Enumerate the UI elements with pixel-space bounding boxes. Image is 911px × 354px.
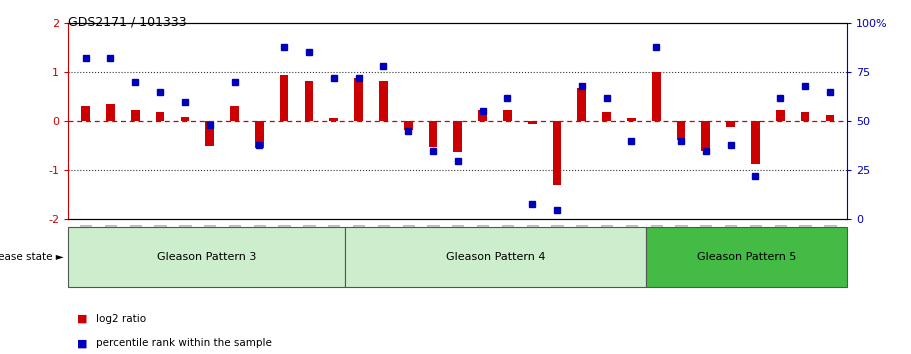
- Bar: [578, 88, 586, 121]
- Bar: [344, 227, 646, 287]
- Text: Gleason Pattern 5: Gleason Pattern 5: [697, 252, 796, 262]
- Bar: [825, 115, 834, 121]
- Bar: [379, 81, 388, 121]
- Bar: [776, 110, 784, 121]
- Bar: [503, 110, 512, 121]
- Bar: [751, 121, 760, 165]
- Bar: [255, 121, 263, 148]
- Bar: [156, 113, 165, 121]
- Text: GDS2171 / 101333: GDS2171 / 101333: [68, 16, 187, 29]
- Bar: [81, 105, 90, 121]
- Bar: [354, 78, 363, 121]
- Text: log2 ratio: log2 ratio: [96, 314, 146, 324]
- Bar: [701, 121, 711, 151]
- Bar: [131, 110, 139, 121]
- Bar: [478, 110, 486, 121]
- Bar: [230, 105, 239, 121]
- Text: ■: ■: [77, 314, 88, 324]
- Bar: [68, 227, 344, 287]
- Bar: [553, 121, 561, 185]
- Bar: [726, 121, 735, 127]
- Bar: [180, 117, 189, 121]
- Bar: [454, 121, 462, 152]
- Bar: [646, 227, 847, 287]
- Bar: [652, 72, 660, 121]
- Bar: [107, 104, 115, 121]
- Bar: [404, 121, 413, 130]
- Text: percentile rank within the sample: percentile rank within the sample: [96, 338, 271, 348]
- Bar: [205, 121, 214, 146]
- Bar: [602, 113, 611, 121]
- Text: ■: ■: [77, 338, 88, 348]
- Text: Gleason Pattern 4: Gleason Pattern 4: [445, 252, 545, 262]
- Bar: [801, 113, 809, 121]
- Text: disease state ►: disease state ►: [0, 252, 64, 262]
- Bar: [527, 121, 537, 124]
- Bar: [304, 81, 313, 121]
- Bar: [330, 118, 338, 121]
- Text: Gleason Pattern 3: Gleason Pattern 3: [157, 252, 256, 262]
- Bar: [677, 121, 685, 140]
- Bar: [627, 118, 636, 121]
- Bar: [280, 75, 289, 121]
- Bar: [429, 121, 437, 147]
